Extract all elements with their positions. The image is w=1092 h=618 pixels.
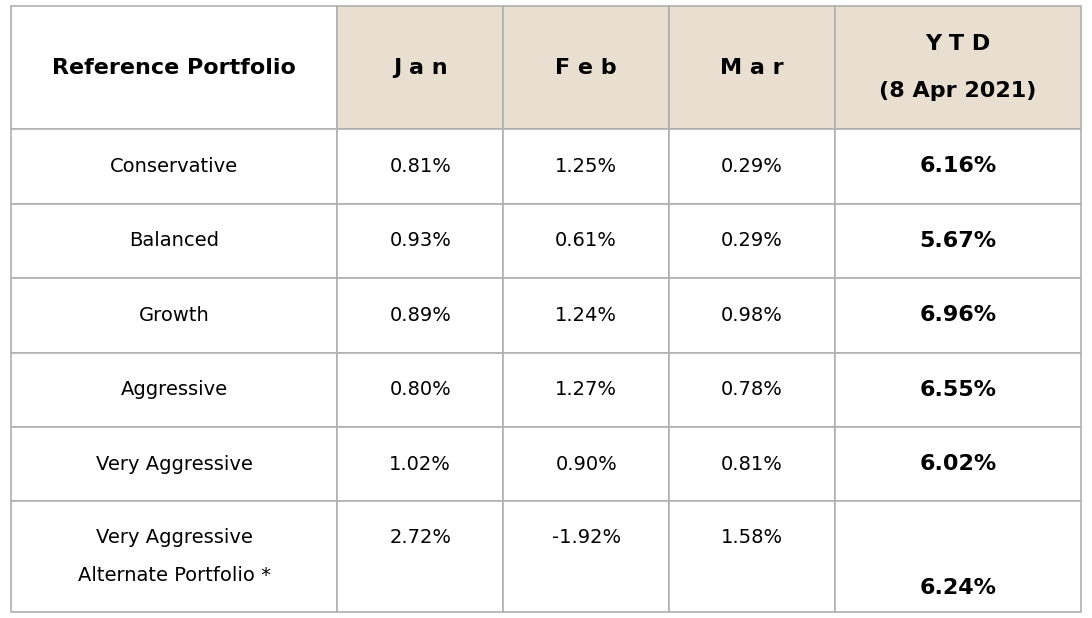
Bar bbox=[835, 278, 1081, 352]
Text: 2.72%: 2.72% bbox=[389, 528, 451, 548]
Bar bbox=[503, 501, 669, 612]
Bar bbox=[669, 204, 835, 278]
Bar bbox=[669, 278, 835, 352]
Text: 0.78%: 0.78% bbox=[721, 380, 783, 399]
Text: J a n: J a n bbox=[393, 57, 448, 78]
Text: Aggressive: Aggressive bbox=[120, 380, 227, 399]
Text: 0.29%: 0.29% bbox=[721, 231, 783, 250]
Bar bbox=[337, 427, 503, 501]
Text: Reference Portfolio: Reference Portfolio bbox=[52, 57, 296, 78]
Text: M a r: M a r bbox=[721, 57, 784, 78]
Bar bbox=[337, 129, 503, 204]
Text: 0.61%: 0.61% bbox=[555, 231, 617, 250]
Text: -1.92%: -1.92% bbox=[551, 528, 620, 548]
Text: Y T D

(8 Apr 2021): Y T D (8 Apr 2021) bbox=[879, 35, 1036, 101]
Text: Conservative: Conservative bbox=[110, 157, 238, 176]
Text: 0.29%: 0.29% bbox=[721, 157, 783, 176]
Bar bbox=[337, 204, 503, 278]
Text: 6.16%: 6.16% bbox=[919, 156, 997, 176]
Bar bbox=[503, 427, 669, 501]
Text: Growth: Growth bbox=[139, 306, 210, 325]
Bar bbox=[669, 129, 835, 204]
Bar bbox=[11, 6, 337, 129]
Bar bbox=[669, 6, 835, 129]
Bar bbox=[11, 501, 337, 612]
Bar bbox=[835, 204, 1081, 278]
Bar bbox=[11, 129, 337, 204]
Text: 5.67%: 5.67% bbox=[919, 231, 997, 251]
Text: Balanced: Balanced bbox=[129, 231, 219, 250]
Text: 1.24%: 1.24% bbox=[555, 306, 617, 325]
Text: 0.80%: 0.80% bbox=[390, 380, 451, 399]
Bar bbox=[503, 129, 669, 204]
Bar bbox=[337, 278, 503, 352]
Bar bbox=[11, 427, 337, 501]
Bar bbox=[835, 352, 1081, 427]
Bar bbox=[503, 352, 669, 427]
Text: 0.93%: 0.93% bbox=[390, 231, 451, 250]
Text: 6.96%: 6.96% bbox=[919, 305, 997, 325]
Bar bbox=[835, 129, 1081, 204]
Text: Very Aggressive: Very Aggressive bbox=[96, 455, 252, 473]
Bar bbox=[835, 501, 1081, 612]
Bar bbox=[337, 501, 503, 612]
Text: 6.55%: 6.55% bbox=[919, 379, 997, 400]
Text: 0.81%: 0.81% bbox=[721, 455, 783, 473]
Bar bbox=[835, 427, 1081, 501]
Text: Alternate Portfolio *: Alternate Portfolio * bbox=[78, 566, 271, 585]
Bar bbox=[503, 278, 669, 352]
Text: 0.81%: 0.81% bbox=[390, 157, 451, 176]
Text: 1.02%: 1.02% bbox=[390, 455, 451, 473]
Bar bbox=[11, 204, 337, 278]
Text: F e b: F e b bbox=[556, 57, 617, 78]
Bar bbox=[503, 6, 669, 129]
Text: 0.98%: 0.98% bbox=[721, 306, 783, 325]
Text: 0.90%: 0.90% bbox=[555, 455, 617, 473]
Text: 1.58%: 1.58% bbox=[721, 528, 783, 548]
Text: 1.25%: 1.25% bbox=[555, 157, 617, 176]
Bar bbox=[669, 427, 835, 501]
Bar bbox=[669, 352, 835, 427]
Bar bbox=[669, 501, 835, 612]
Bar bbox=[337, 6, 503, 129]
Bar bbox=[503, 204, 669, 278]
Bar bbox=[11, 278, 337, 352]
Text: 6.24%: 6.24% bbox=[919, 578, 997, 598]
Bar bbox=[11, 352, 337, 427]
Text: Very Aggressive: Very Aggressive bbox=[96, 528, 252, 548]
Bar bbox=[835, 6, 1081, 129]
Bar bbox=[337, 352, 503, 427]
Text: 1.27%: 1.27% bbox=[555, 380, 617, 399]
Text: 0.89%: 0.89% bbox=[390, 306, 451, 325]
Text: 6.02%: 6.02% bbox=[919, 454, 997, 474]
